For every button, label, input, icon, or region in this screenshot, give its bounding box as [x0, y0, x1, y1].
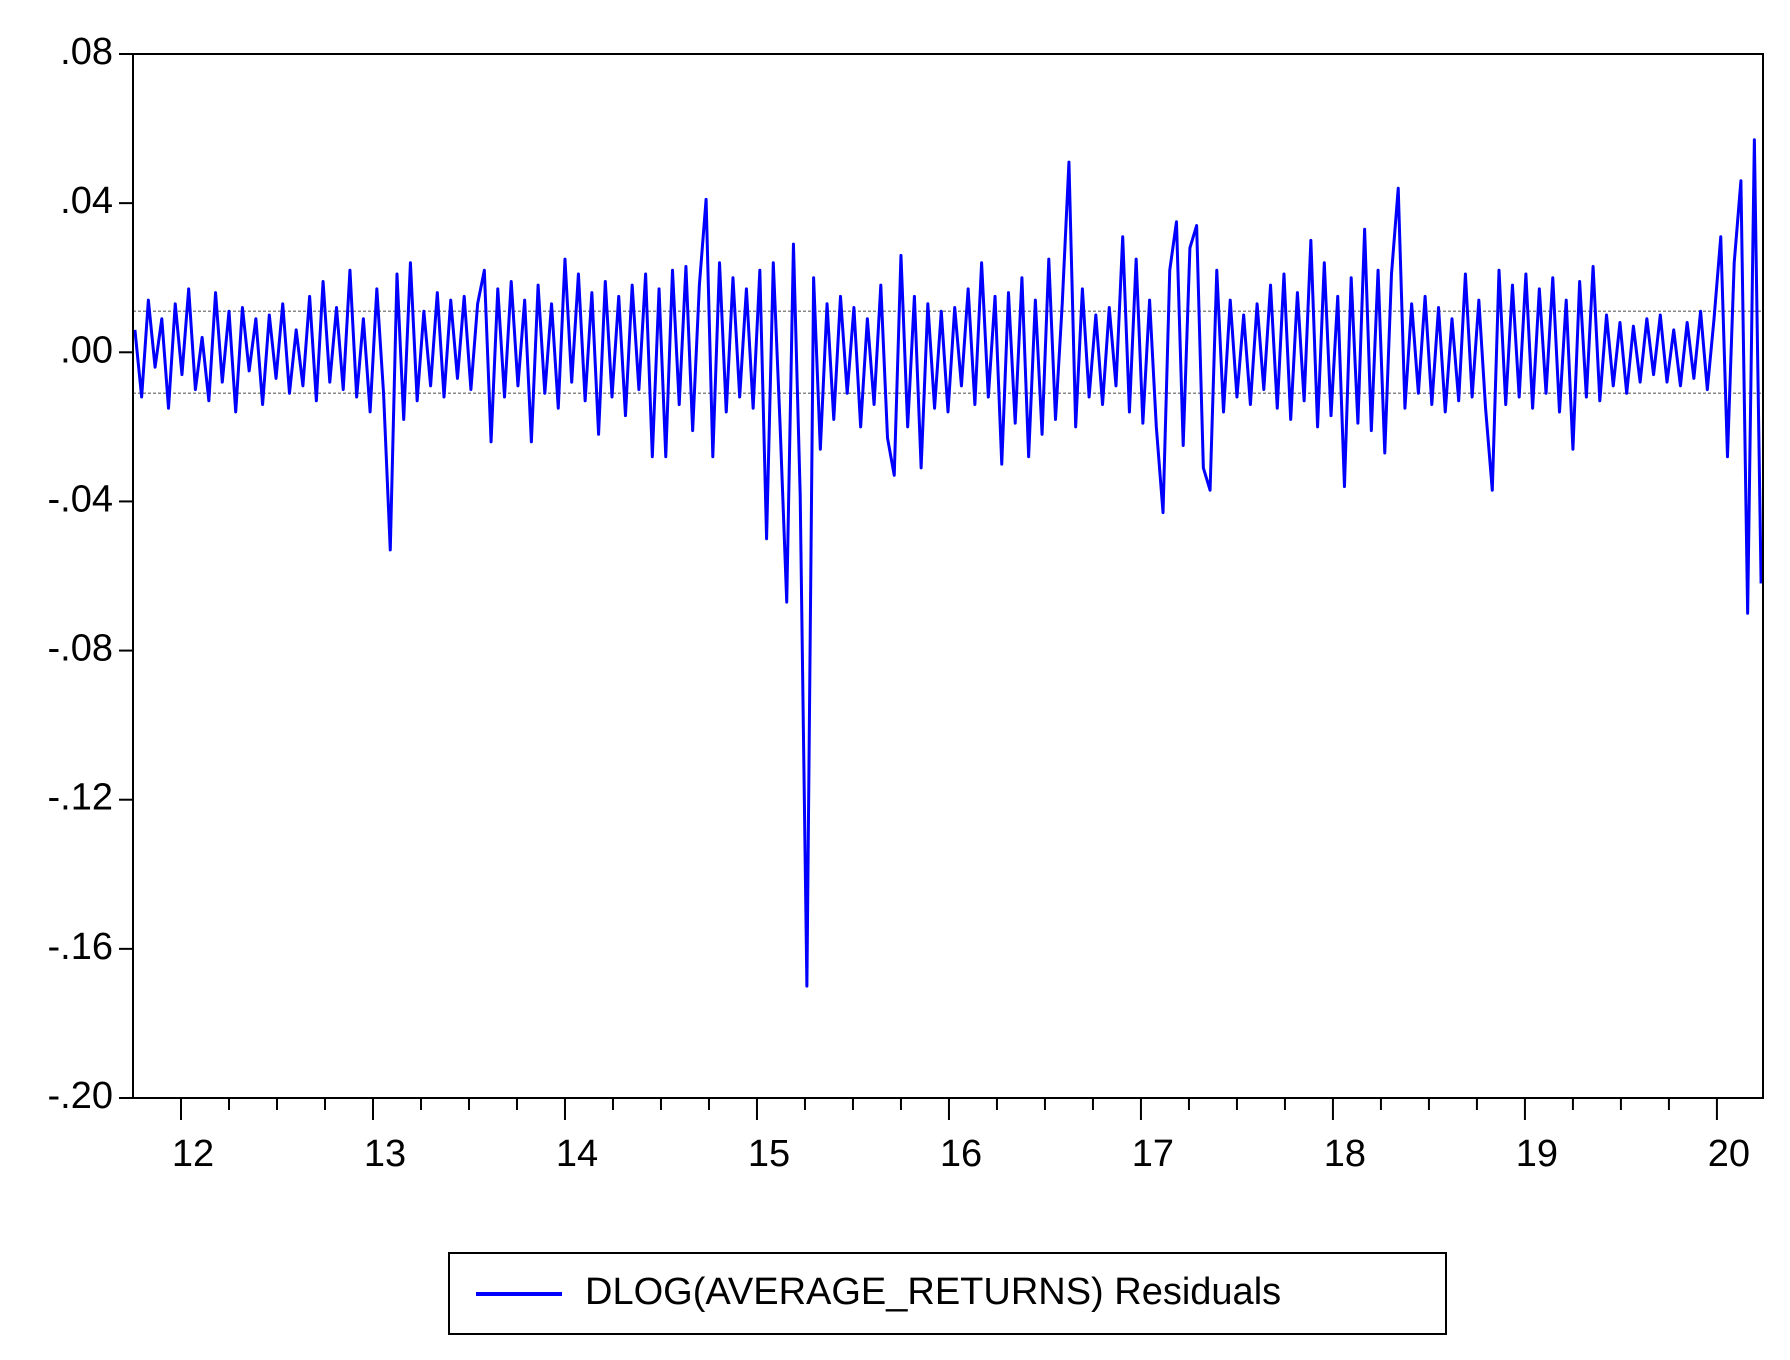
y-tick-label: -.08 [48, 628, 113, 670]
series-line [133, 138, 1763, 988]
legend-box [448, 1252, 1447, 1335]
x-tick-label: 19 [1516, 1133, 1558, 1175]
x-tick-label: 12 [172, 1133, 214, 1175]
y-tick-label: -.12 [48, 777, 113, 819]
y-tick-label: .04 [60, 180, 113, 222]
x-tick-label: 20 [1708, 1133, 1750, 1175]
x-tick-label: 15 [748, 1133, 790, 1175]
plot-frame [132, 53, 1764, 1099]
x-tick-label: 18 [1324, 1133, 1366, 1175]
legend-label: DLOG(AVERAGE_RETURNS) Residuals [585, 1271, 1281, 1313]
x-tick-label: 13 [364, 1133, 406, 1175]
x-tick-label: 17 [1132, 1133, 1174, 1175]
y-tick-label: .08 [60, 31, 113, 73]
y-tick-label: -.20 [48, 1075, 113, 1117]
y-tick-label: -.04 [48, 478, 113, 520]
y-tick-label: .00 [60, 329, 113, 371]
y-tick-label: -.16 [48, 926, 113, 968]
x-tick-label: 16 [940, 1133, 982, 1175]
x-tick-label: 14 [556, 1133, 598, 1175]
